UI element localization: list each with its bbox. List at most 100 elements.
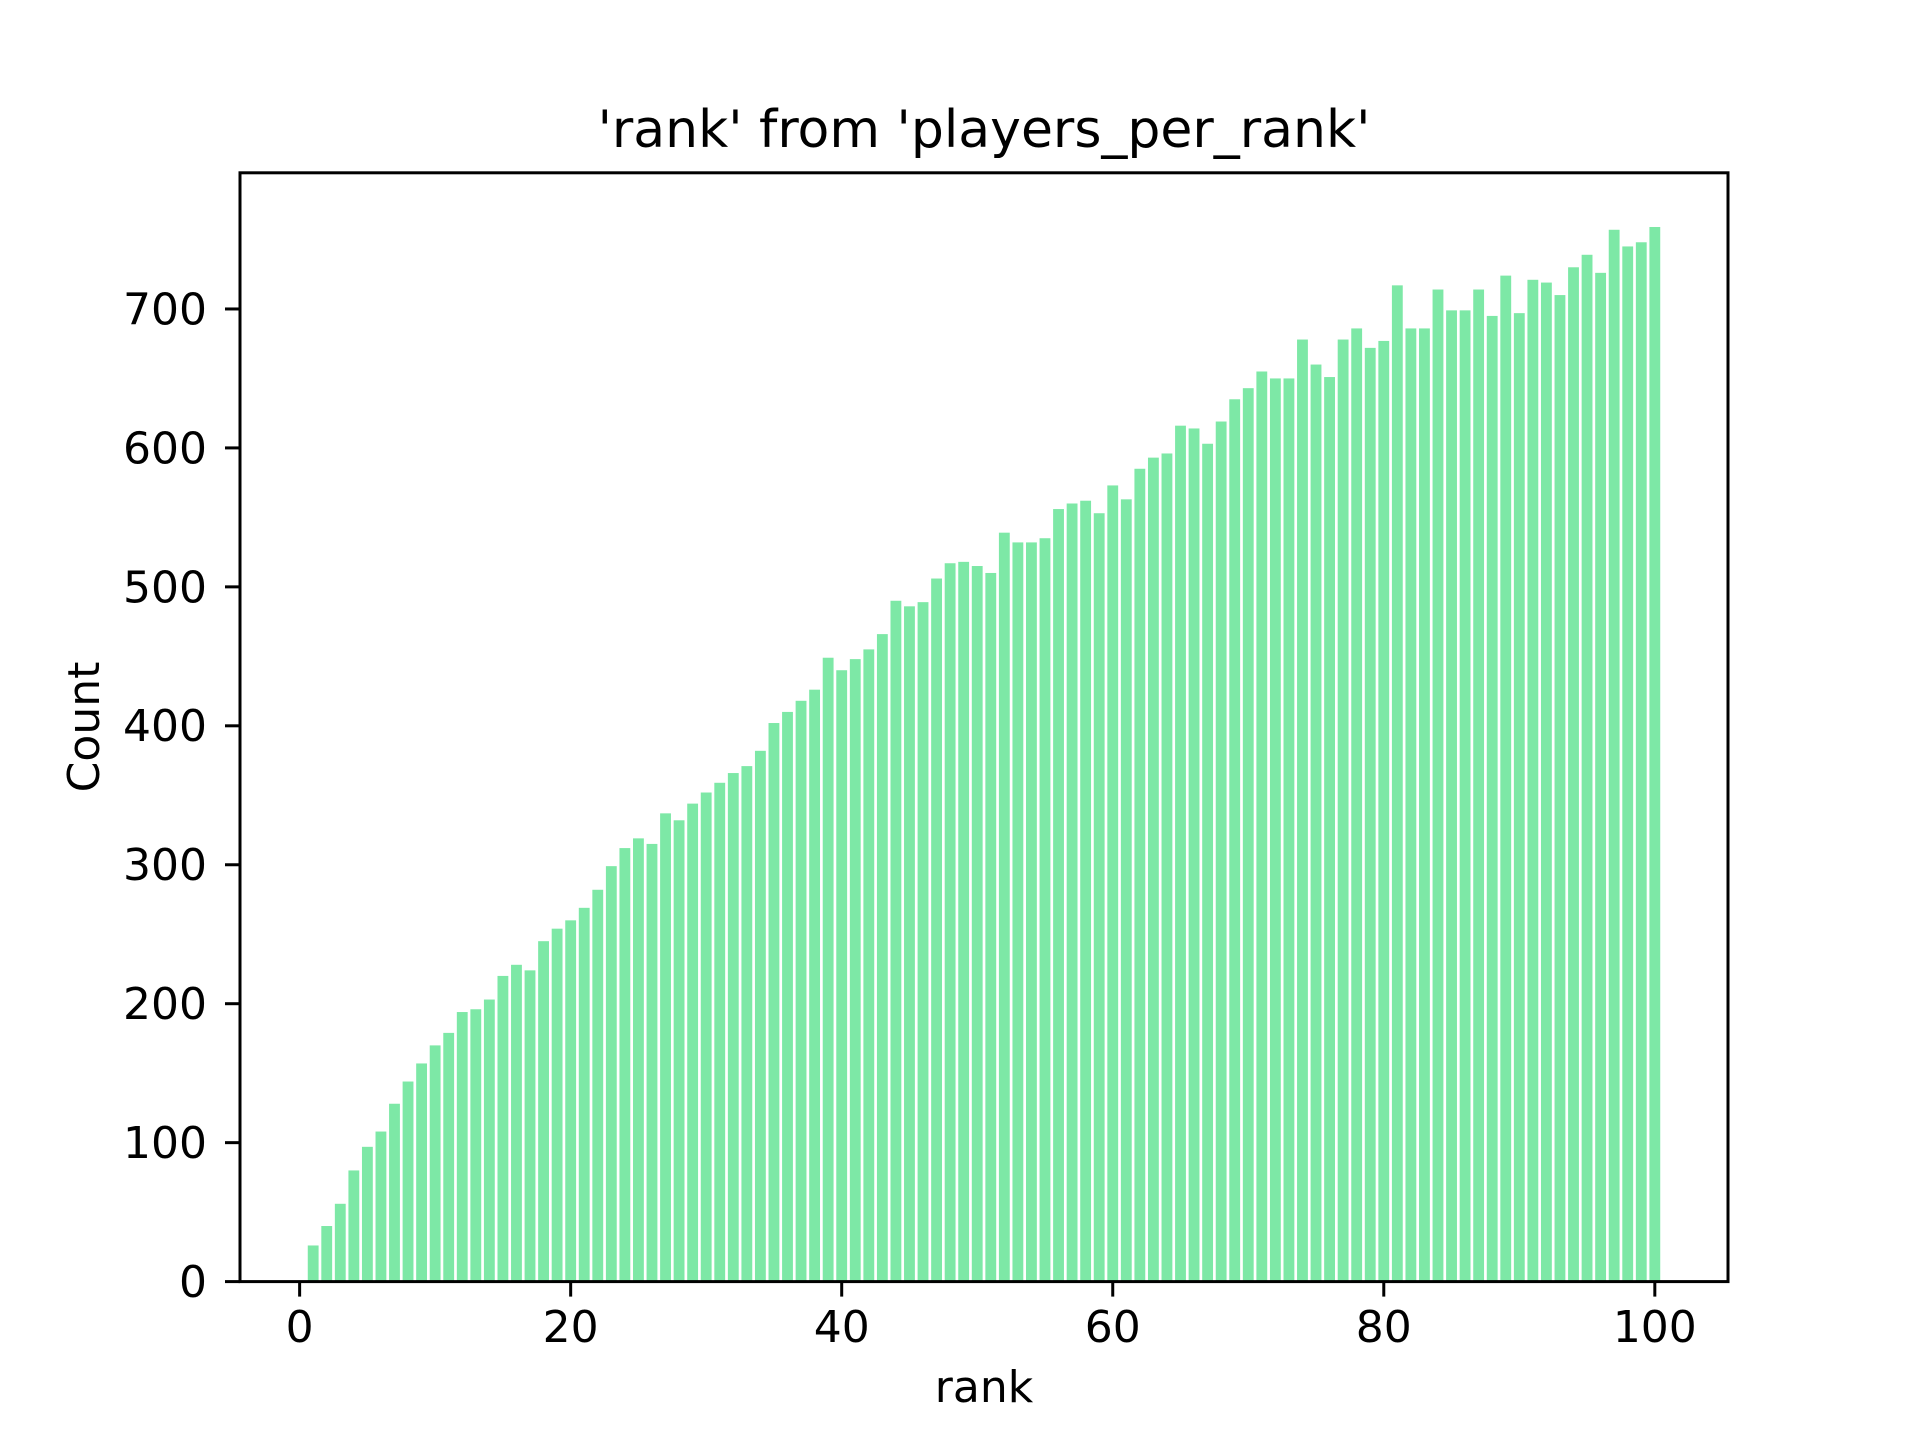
bar-rank-79	[1364, 347, 1376, 1282]
bar-rank-67	[1202, 443, 1214, 1282]
bar-rank-99	[1635, 242, 1647, 1282]
bar-rank-31	[714, 782, 726, 1282]
bar-rank-10	[429, 1045, 441, 1282]
bar-rank-34	[754, 750, 766, 1282]
y-tick-label: 400	[123, 701, 207, 752]
bar-rank-87	[1473, 289, 1485, 1282]
chart-title: 'rank' from 'players_per_rank'	[598, 100, 1371, 160]
bar-rank-35	[768, 723, 780, 1282]
bar-rank-89	[1500, 275, 1512, 1282]
bar-rank-20	[565, 920, 577, 1282]
bar-rank-64	[1161, 453, 1173, 1282]
y-tick-label: 700	[123, 284, 207, 335]
x-tick-label: 80	[1356, 1302, 1412, 1353]
bar-rank-65	[1175, 425, 1186, 1282]
bar-rank-4	[348, 1170, 360, 1282]
y-axis-label: Count	[59, 662, 110, 793]
bar-rank-41	[849, 659, 861, 1282]
bar-rank-6	[375, 1131, 387, 1282]
x-tick-label: 0	[286, 1302, 314, 1353]
bar-rank-40	[836, 670, 848, 1282]
y-tick-label: 600	[123, 423, 207, 474]
bar-rank-24	[619, 848, 631, 1282]
bar-rank-1	[307, 1245, 319, 1282]
bar-rank-91	[1527, 279, 1539, 1282]
bar-rank-32	[727, 773, 739, 1282]
bar-rank-29	[687, 803, 699, 1282]
bar-rank-59	[1093, 513, 1105, 1282]
bar-rank-18	[538, 941, 549, 1282]
x-tick-label: 60	[1085, 1302, 1141, 1353]
bar-rank-22	[592, 889, 604, 1282]
bar-rank-48	[944, 563, 956, 1282]
bar-rank-25	[633, 838, 644, 1282]
bars-group	[307, 226, 1661, 1282]
bar-rank-93	[1554, 295, 1566, 1282]
y-axis-ticks: 0 100 200 300 400 500 600 700	[123, 284, 240, 1308]
bar-rank-95	[1581, 254, 1593, 1282]
bar-rank-97	[1608, 229, 1620, 1282]
bar-rank-68	[1215, 421, 1227, 1282]
bar-rank-69	[1229, 399, 1241, 1282]
bar-rank-80	[1378, 340, 1390, 1282]
bar-rank-15	[497, 975, 509, 1282]
bar-rank-96	[1595, 272, 1607, 1282]
bar-rank-21	[578, 907, 590, 1282]
bar-rank-98	[1622, 246, 1634, 1282]
bar-rank-72	[1269, 378, 1281, 1282]
bar-rank-55	[1039, 538, 1051, 1282]
bar-rank-12	[456, 1012, 468, 1282]
bar-rank-3	[334, 1203, 346, 1282]
bar-rank-39	[822, 657, 834, 1282]
bar-rank-85	[1446, 310, 1457, 1282]
bar-rank-92	[1540, 282, 1552, 1282]
bar-rank-94	[1568, 267, 1579, 1282]
bar-rank-46	[917, 602, 929, 1282]
bar-rank-62	[1134, 468, 1146, 1282]
bar-rank-17	[524, 970, 536, 1282]
bar-rank-9	[416, 1063, 428, 1282]
bar-rank-50	[971, 566, 983, 1282]
x-axis-ticks: 0 20 40 60 80 100	[286, 1281, 1697, 1353]
bar-rank-19	[551, 928, 563, 1282]
bar-rank-49	[958, 561, 970, 1282]
bar-rank-70	[1242, 388, 1254, 1282]
bar-rank-56	[1053, 509, 1064, 1282]
bar-rank-37	[795, 700, 807, 1282]
bar-rank-63	[1147, 457, 1159, 1282]
bar-rank-28	[673, 820, 685, 1282]
bar-rank-8	[402, 1081, 414, 1282]
bar-rank-54	[1026, 542, 1037, 1282]
bar-rank-83	[1419, 328, 1430, 1282]
bar-rank-78	[1351, 328, 1363, 1282]
bar-rank-2	[321, 1226, 333, 1282]
bar-rank-51	[985, 572, 997, 1282]
bar-rank-84	[1432, 289, 1444, 1282]
bar-rank-60	[1107, 485, 1119, 1282]
bar-rank-11	[443, 1032, 455, 1282]
bar-rank-38	[809, 689, 821, 1282]
bar-rank-14	[483, 999, 495, 1282]
y-tick-label: 300	[123, 840, 207, 891]
bar-rank-13	[470, 1009, 482, 1282]
bar-rank-36	[782, 711, 793, 1282]
bar-rank-7	[389, 1103, 400, 1282]
bar-rank-57	[1066, 503, 1078, 1282]
bar-rank-66	[1188, 428, 1200, 1282]
bar-rank-76	[1324, 377, 1335, 1282]
bar-rank-5	[361, 1146, 373, 1282]
y-tick-label: 200	[123, 979, 207, 1030]
bar-rank-42	[863, 649, 875, 1282]
x-axis-label: rank	[935, 1362, 1034, 1413]
bar-rank-23	[605, 866, 617, 1282]
bar-rank-61	[1120, 499, 1132, 1282]
bar-rank-88	[1486, 315, 1498, 1282]
bar-rank-26	[646, 843, 658, 1282]
bar-rank-44	[890, 600, 902, 1282]
bar-rank-75	[1310, 364, 1322, 1282]
bar-rank-47	[931, 578, 942, 1282]
bar-rank-27	[660, 813, 671, 1282]
bar-rank-74	[1297, 339, 1308, 1282]
